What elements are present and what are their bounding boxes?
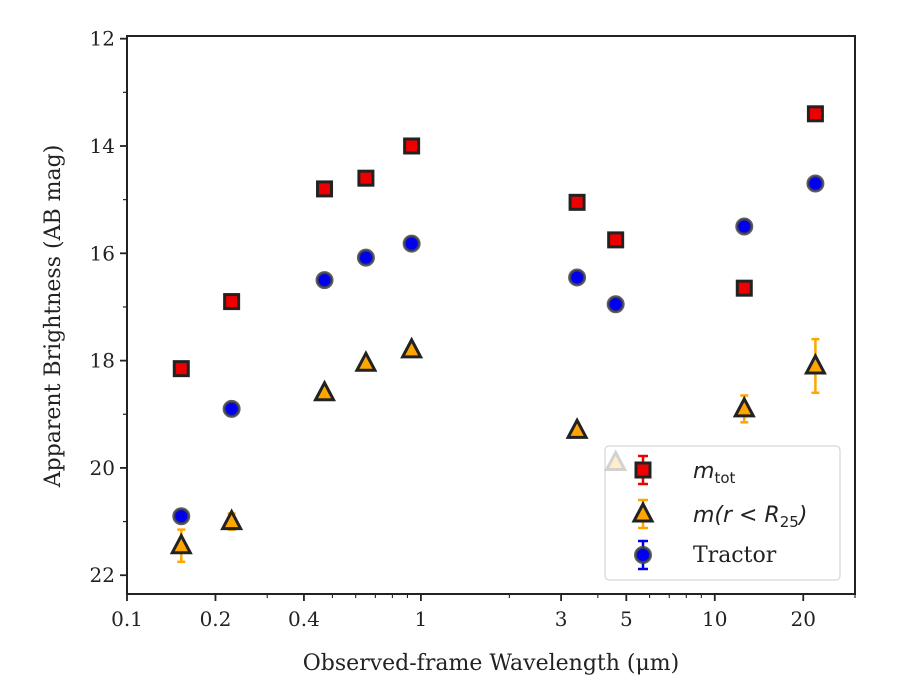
circle-point (806, 174, 825, 193)
square-marker (607, 231, 625, 249)
y-tick-label: 12 (90, 27, 115, 51)
circle-point (172, 507, 191, 526)
series-square (172, 105, 824, 378)
square-point (403, 137, 421, 155)
legend-marker-circle (634, 546, 652, 564)
square-marker (568, 193, 586, 211)
plot-layer (169, 105, 827, 564)
triangle-point (169, 528, 193, 564)
circle-marker (606, 295, 625, 314)
x-tick-label: 0.2 (200, 607, 232, 631)
triangle-marker (400, 336, 424, 359)
circle-marker (172, 507, 191, 526)
square-marker (735, 279, 753, 297)
triangle-point (565, 417, 589, 439)
circle-marker (568, 268, 587, 287)
circle-marker (735, 217, 754, 236)
y-tick-label: 22 (90, 563, 115, 587)
circle-marker (806, 174, 825, 193)
triangle-point (220, 508, 244, 531)
legend-symbol-triangle (631, 498, 655, 530)
x-tick-label: 0.1 (111, 607, 143, 631)
legend-label-mtot: mtot (693, 459, 735, 487)
triangle-marker (732, 395, 756, 418)
square-point (735, 279, 753, 297)
square-point (607, 231, 625, 249)
circle-point (356, 248, 375, 267)
plot-frame (126, 35, 856, 595)
triangle-point (313, 379, 337, 402)
square-marker (172, 360, 190, 378)
legend-symbols (631, 454, 655, 571)
circle-point (568, 268, 587, 287)
square-point (806, 105, 824, 123)
triangle-marker (220, 508, 244, 531)
y-axis-label: Apparent Brightness (AB mag) (41, 145, 66, 489)
square-point (172, 360, 190, 378)
legend: mtot m(r < R25) Tractor (604, 445, 841, 581)
circle-point (606, 295, 625, 314)
x-axis-label: Observed-frame Wavelength (μm) (303, 651, 679, 676)
y-tick-label: 18 (90, 349, 115, 373)
legend-mr-base: m(r < R (693, 503, 780, 528)
x-tick-label: 0.4 (288, 607, 320, 631)
triangle-marker (313, 379, 337, 402)
legend-mr-close: ) (797, 503, 808, 528)
legend-label-m-r25: m(r < R25) (693, 503, 807, 531)
x-tick-label: 10 (702, 607, 727, 631)
square-marker (357, 169, 375, 187)
triangle-point (732, 394, 756, 424)
axis-layer: 12 14 16 18 20 22 0.1 0.2 0.4 1 3 5 10 20 (90, 27, 856, 631)
square-point (357, 169, 375, 187)
legend-mtot-base: m (693, 459, 714, 484)
legend-frame (604, 445, 841, 581)
square-point (316, 180, 334, 198)
circle-point (222, 399, 241, 418)
circle-marker (356, 248, 375, 267)
y-tick-label: 14 (90, 134, 115, 158)
series-circle (172, 174, 825, 526)
x-tick-label: 5 (620, 607, 633, 631)
legend-symbol-circle (634, 539, 652, 571)
square-marker (806, 105, 824, 123)
circle-point (735, 217, 754, 236)
circle-marker (402, 234, 421, 253)
triangle-marker (803, 352, 827, 375)
circle-point (315, 271, 334, 290)
legend-symbol-square (634, 454, 652, 486)
circle-marker (222, 399, 241, 418)
circle-point (402, 234, 421, 253)
triangle-point (354, 350, 378, 372)
x-tick-label: 1 (415, 607, 428, 631)
square-point (568, 193, 586, 211)
triangle-point (400, 336, 424, 359)
x-tick-label: 20 (791, 607, 816, 631)
circle-marker (315, 271, 334, 290)
triangle-marker (169, 532, 193, 555)
legend-marker-triangle (631, 500, 655, 523)
x-tick-label: 3 (555, 607, 568, 631)
legend-mr-sub: 25 (780, 513, 799, 531)
y-tick-label: 16 (90, 241, 115, 265)
square-marker (403, 137, 421, 155)
square-marker (316, 180, 334, 198)
legend-marker-square (634, 461, 652, 479)
legend-label-tractor: Tractor (693, 543, 777, 568)
triangle-marker (565, 417, 589, 439)
triangle-marker (354, 350, 378, 372)
triangle-point (803, 337, 827, 395)
legend-mtot-sub: tot (714, 469, 735, 487)
square-marker (223, 293, 241, 311)
square-point (223, 293, 241, 311)
y-tick-label: 20 (90, 456, 115, 480)
